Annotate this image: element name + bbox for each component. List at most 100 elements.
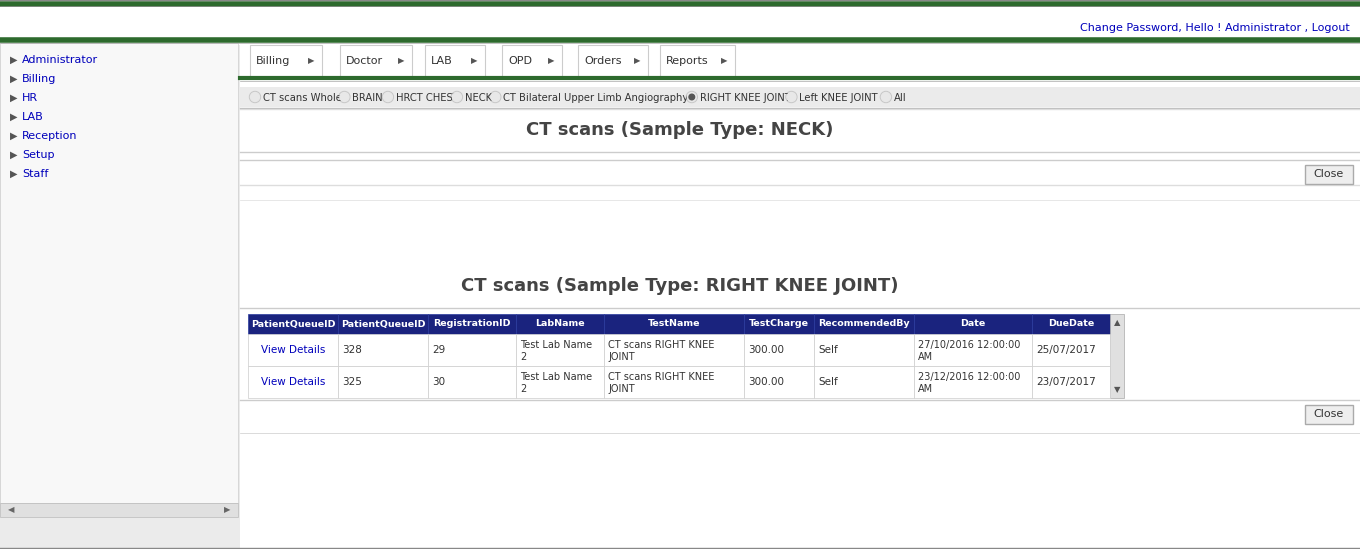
Text: ▶: ▶	[10, 74, 18, 84]
Bar	[239, 109, 1360, 164]
Text: Billing: Billing	[256, 56, 291, 66]
Circle shape	[687, 92, 696, 102]
Bar	[424, 45, 486, 77]
Circle shape	[881, 92, 891, 102]
Text: 29: 29	[432, 345, 445, 355]
Circle shape	[339, 92, 350, 103]
Text: Reports: Reports	[666, 56, 709, 66]
Text: TestName: TestName	[647, 320, 700, 328]
Bar	[604, 366, 744, 398]
Text: Close: Close	[1314, 169, 1344, 179]
Text: Administrator: Administrator	[22, 55, 98, 65]
Text: 325: 325	[341, 377, 362, 387]
Bar	[1032, 314, 1110, 334]
Text: ▶: ▶	[548, 57, 555, 65]
Bar	[250, 45, 322, 77]
Text: Date: Date	[960, 320, 986, 328]
Text: ▶: ▶	[398, 57, 404, 65]
Text: Doctor: Doctor	[345, 56, 384, 66]
Bar	[339, 314, 428, 334]
Text: View Details: View Details	[261, 377, 325, 387]
Bar	[340, 45, 412, 77]
Bar	[578, 45, 647, 77]
Bar	[0, 0, 1360, 45]
Text: JOINT: JOINT	[608, 352, 635, 362]
Text: CT scans (Sample Type: NECK): CT scans (Sample Type: NECK)	[526, 121, 834, 139]
Text: PatientQueueID: PatientQueueID	[250, 320, 336, 328]
Bar	[339, 366, 428, 398]
Bar	[428, 366, 515, 398]
Bar	[515, 366, 604, 398]
Bar	[239, 43, 1360, 81]
Text: AM: AM	[918, 352, 933, 362]
Text: TestCharge: TestCharge	[749, 320, 809, 328]
Bar	[248, 366, 339, 398]
Text: PatientQueueID: PatientQueueID	[341, 320, 426, 328]
Text: ▶: ▶	[10, 131, 18, 141]
Bar	[339, 334, 428, 366]
Circle shape	[452, 92, 462, 103]
Circle shape	[249, 92, 261, 103]
Bar	[1032, 366, 1110, 398]
Bar	[914, 314, 1032, 334]
Text: ◀: ◀	[8, 506, 15, 514]
Bar	[428, 334, 515, 366]
Text: Reception: Reception	[22, 131, 78, 141]
Text: 300.00: 300.00	[748, 377, 783, 387]
Text: ▼: ▼	[1114, 385, 1121, 394]
Bar	[604, 314, 744, 334]
Text: HRCT CHEST: HRCT CHEST	[396, 93, 458, 103]
Bar	[744, 334, 815, 366]
Text: CT Bilateral Upper Limb Angiography: CT Bilateral Upper Limb Angiography	[503, 93, 688, 103]
Text: Orders: Orders	[583, 56, 622, 66]
Text: ▶: ▶	[10, 112, 18, 122]
Bar	[0, 43, 238, 503]
Bar	[248, 314, 339, 334]
Text: 328: 328	[341, 345, 362, 355]
Text: 23/07/2017: 23/07/2017	[1036, 377, 1096, 387]
Text: NECK: NECK	[465, 93, 492, 103]
Text: View Details: View Details	[261, 345, 325, 355]
Text: Close: Close	[1314, 409, 1344, 419]
Bar	[502, 45, 562, 77]
Text: RIGHT KNEE JOINT: RIGHT KNEE JOINT	[700, 93, 790, 103]
Text: Self: Self	[817, 345, 838, 355]
Bar	[428, 314, 515, 334]
Text: BRAIN: BRAIN	[352, 93, 384, 103]
Text: 25/07/2017: 25/07/2017	[1036, 345, 1096, 355]
Bar	[815, 314, 914, 334]
Text: ▶: ▶	[721, 57, 728, 65]
Text: CT scans Whole: CT scans Whole	[262, 93, 341, 103]
Bar	[914, 366, 1032, 398]
Text: Billing: Billing	[22, 74, 56, 84]
Bar	[0, 503, 238, 517]
Text: LabName: LabName	[536, 320, 585, 328]
Text: RegistrationID: RegistrationID	[434, 320, 511, 328]
Text: JOINT: JOINT	[608, 384, 635, 394]
Text: LAB: LAB	[22, 112, 44, 122]
Text: ▶: ▶	[10, 93, 18, 103]
Bar	[515, 334, 604, 366]
Bar	[604, 334, 744, 366]
Bar	[744, 314, 815, 334]
Text: 2: 2	[520, 384, 526, 394]
Bar	[1306, 405, 1353, 424]
Bar	[914, 334, 1032, 366]
Text: ▶: ▶	[471, 57, 477, 65]
Text: 27/10/2016 12:00:00: 27/10/2016 12:00:00	[918, 340, 1020, 350]
Circle shape	[687, 92, 698, 103]
Text: Staff: Staff	[22, 169, 49, 179]
Text: RecommendedBy: RecommendedBy	[819, 320, 910, 328]
Bar	[815, 334, 914, 366]
Text: ▶: ▶	[10, 169, 18, 179]
Circle shape	[382, 92, 393, 103]
Bar	[1306, 165, 1353, 184]
Text: Self: Self	[817, 377, 838, 387]
Circle shape	[490, 92, 500, 103]
Text: ▶: ▶	[223, 506, 230, 514]
Bar	[248, 334, 339, 366]
Bar	[515, 314, 604, 334]
Bar	[239, 185, 1360, 300]
Text: CT scans RIGHT KNEE: CT scans RIGHT KNEE	[608, 340, 714, 350]
Text: ▶: ▶	[10, 55, 18, 65]
